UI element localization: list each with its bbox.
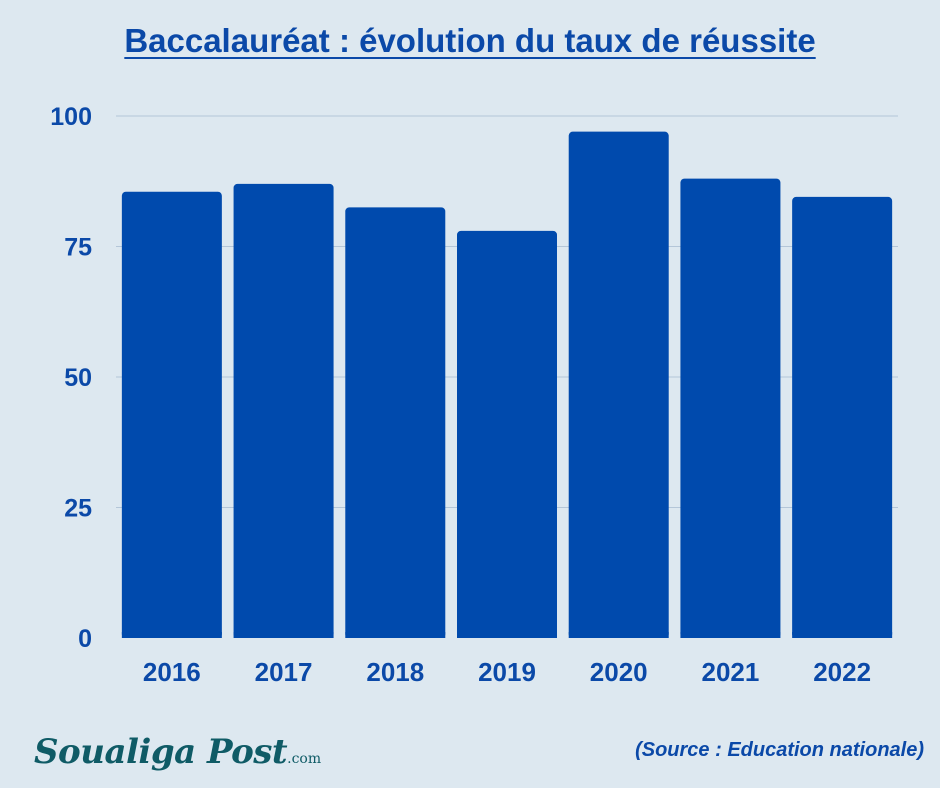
bar-base-2022 [792,632,893,638]
brand-logo: Soualiga Post.com [34,732,321,772]
x-tick-label: 2021 [702,657,760,687]
bar-2016 [121,191,222,638]
x-tick-label: 2020 [590,657,648,687]
bar-2018 [345,207,446,638]
x-axis-ticks: 2016 2017 2018 2019 2020 2021 2022 [143,657,871,687]
bar-chart: 0 25 50 75 100 2016 2017 2018 2019 2020 2021 2022 [50,103,898,687]
y-tick-label: 25 [64,495,92,523]
bar-2017 [233,183,334,639]
bar-2021 [680,178,781,638]
bar-base-2018 [345,632,446,638]
y-tick-label: 0 [78,625,92,653]
bars [121,131,893,639]
bar-2020 [568,131,669,638]
brand-suffix: .com [287,751,322,767]
bar-base-2019 [457,632,557,638]
bar-base-2021 [680,632,781,638]
bar-2022 [792,196,893,638]
y-tick-label: 100 [50,103,92,131]
x-tick-label: 2018 [366,657,424,687]
bar-base-2017 [233,632,334,638]
x-tick-label: 2019 [478,657,536,687]
brand-name: Soualiga Post [34,732,288,772]
source-note: (Source : Education nationale) [635,739,924,761]
y-tick-label: 50 [64,364,92,392]
bar-base-2016 [121,632,222,638]
y-tick-label: 75 [64,234,92,262]
x-tick-label: 2016 [143,657,201,687]
x-tick-label: 2022 [813,657,871,687]
y-axis-ticks: 0 25 50 75 100 [50,103,92,653]
chart-title: Baccalauréat : évolution du taux de réus… [124,22,816,59]
x-tick-label: 2017 [255,657,313,687]
bar-base-2020 [568,632,669,638]
bar-2019 [457,230,557,638]
